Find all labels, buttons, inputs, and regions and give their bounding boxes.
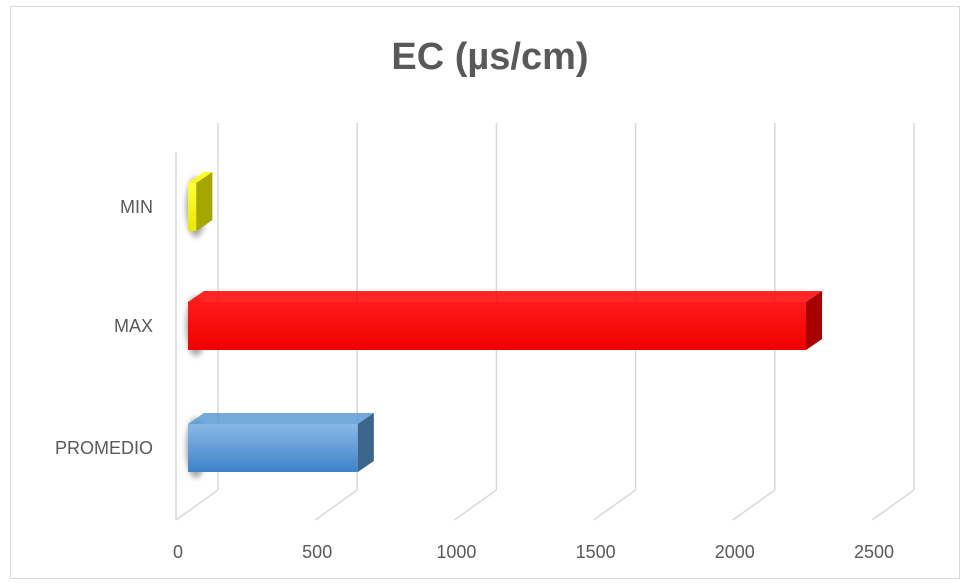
bar-min [186, 172, 213, 237]
x-tick-label: 1500 [576, 542, 616, 562]
x-tick-label: 0 [173, 542, 183, 562]
x-tick-label: 2500 [854, 542, 894, 562]
bars-layer [186, 172, 823, 478]
gridline [871, 123, 915, 521]
category-label: MAX [114, 316, 153, 336]
bar-max [186, 291, 823, 356]
x-tick-label: 2000 [715, 542, 755, 562]
category-label: PROMEDIO [55, 438, 153, 458]
chart-title: EC (µs/cm) [391, 36, 589, 78]
bar-promedio [186, 413, 374, 478]
labels-layer: 0 500 1000 1500 2000 2500 PROMEDIO MAX MIN [55, 197, 894, 562]
x-tick-label: 500 [302, 542, 332, 562]
x-tick-label: 1000 [436, 542, 476, 562]
category-label: MIN [120, 197, 153, 217]
